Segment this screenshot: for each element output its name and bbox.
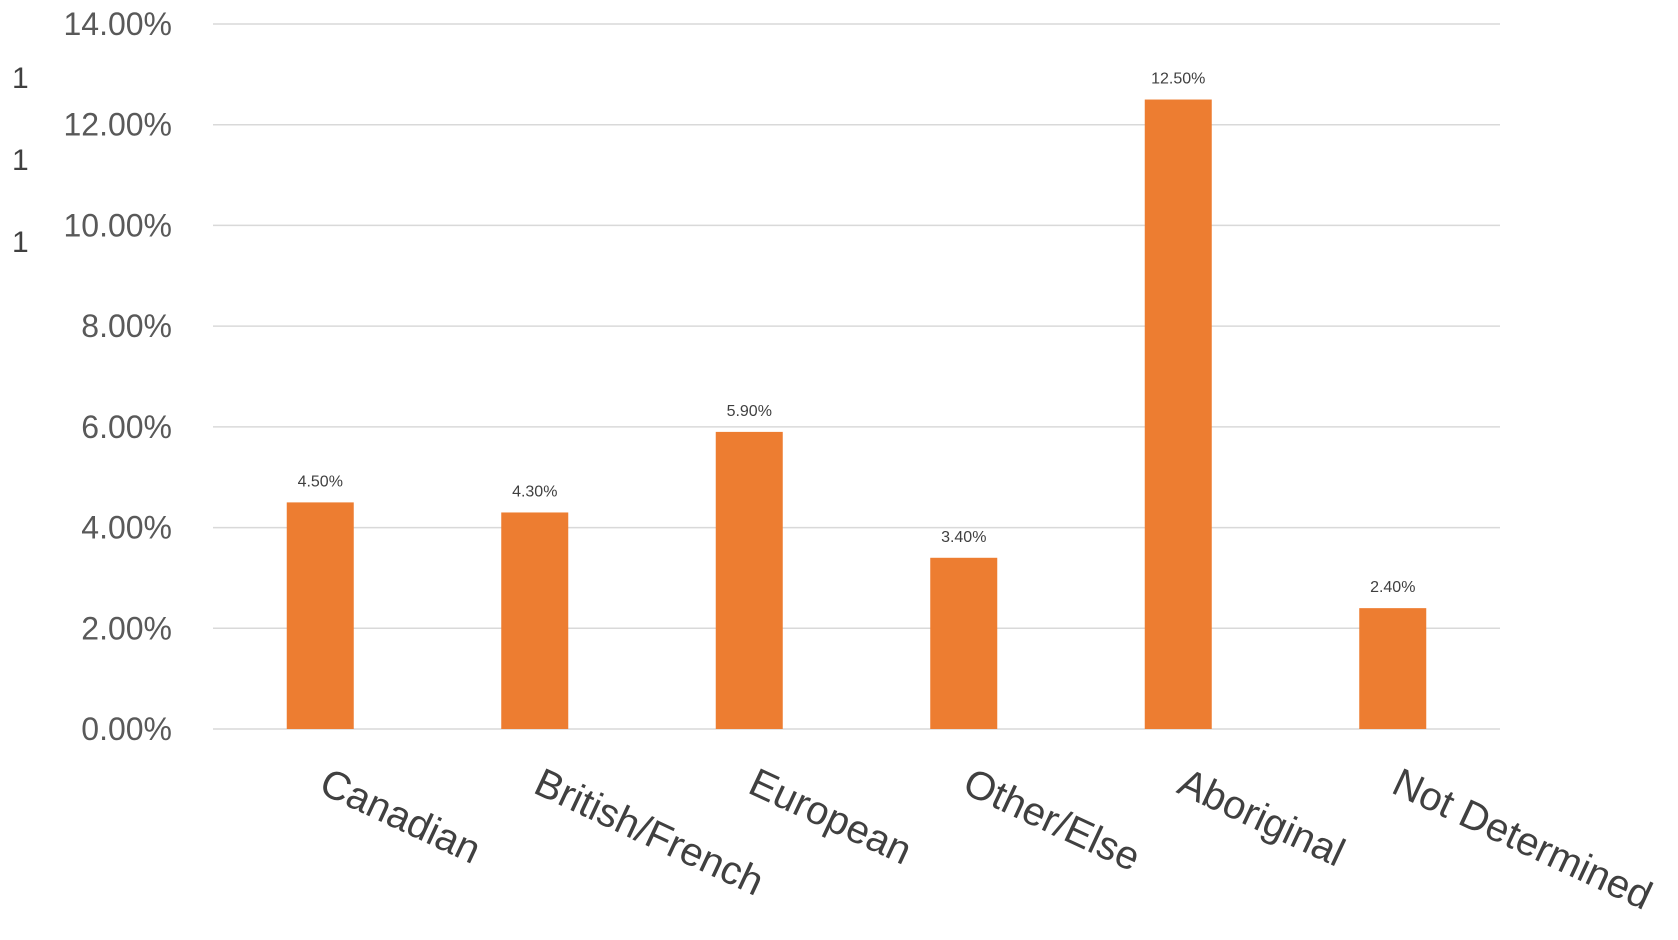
y-tick-label: 12.00% [63, 107, 172, 143]
data-label: 5.90% [727, 403, 772, 420]
y-tick-label: 10.00% [63, 207, 172, 243]
data-label: 12.50% [1151, 71, 1205, 88]
x-tick-label: Not Determined [1386, 760, 1658, 918]
bars [287, 100, 1427, 729]
x-tick-label: Canadian [313, 760, 487, 872]
y-tick-label: 6.00% [81, 409, 172, 445]
x-tick-label: British/French [528, 760, 770, 904]
x-tick-label: European [742, 760, 918, 873]
y-tick-label: 4.00% [81, 510, 172, 546]
bar [716, 432, 783, 729]
bar [501, 512, 568, 729]
bar [287, 502, 354, 729]
y-tick-label: 8.00% [81, 308, 172, 344]
y-tick-label: 0.00% [81, 711, 172, 747]
data-label: 4.30% [512, 483, 557, 500]
stray-axis-label: 1 [12, 62, 29, 95]
stray-label-group: 1 1 1 [12, 62, 29, 259]
data-label: 4.50% [298, 473, 343, 490]
gridlines [213, 24, 1500, 729]
data-label: 2.40% [1370, 579, 1415, 596]
stray-axis-label: 1 [12, 226, 29, 259]
y-axis-tick-labels: 0.00% 2.00% 4.00% 6.00% 8.00% 10.00% 12.00% 14.… [63, 6, 172, 747]
x-tick-label: Aboriginal [1171, 760, 1351, 875]
stray-axis-label: 1 [12, 144, 29, 177]
data-labels: 4.50% 4.30% 5.90% 3.40% 12.50% 2.40% [298, 71, 1416, 597]
x-tick-label: Other/Else [957, 760, 1147, 880]
bar [1145, 100, 1212, 729]
y-tick-label: 2.00% [81, 610, 172, 646]
data-label: 3.40% [941, 529, 986, 546]
bar [1359, 608, 1426, 729]
bar [930, 558, 997, 729]
y-tick-label: 14.00% [63, 6, 172, 42]
